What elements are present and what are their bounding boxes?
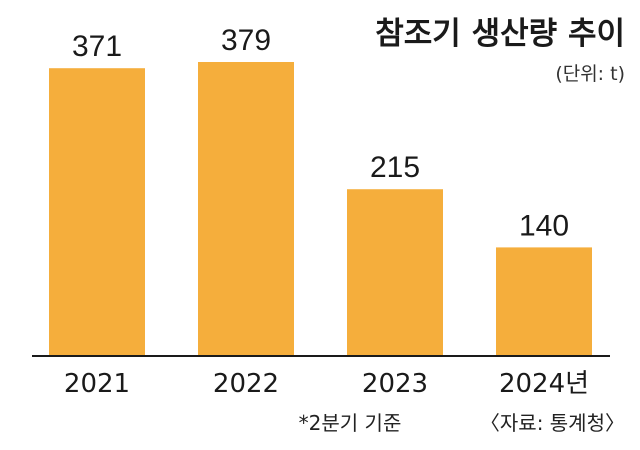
bar-3 [347, 189, 443, 356]
category-label-3: 2023 [362, 369, 428, 399]
bar-2 [198, 62, 294, 356]
value-label-3: 215 [370, 151, 420, 184]
unit-note: (단위: t) [555, 63, 625, 85]
footnote-note: *2분기 기준 [299, 411, 402, 435]
category-label-2: 2022 [213, 369, 279, 399]
value-label-1: 371 [72, 30, 122, 63]
bar-4 [496, 247, 592, 356]
category-label-1: 2021 [64, 369, 130, 399]
footnote-source: 〈자료: 통계청〉 [480, 411, 625, 435]
value-labels-group: 371 379 215 140 [72, 24, 569, 242]
value-label-2: 379 [221, 24, 271, 57]
bar-1 [49, 68, 145, 356]
chart-title: 참조기 생산량 추이 [375, 16, 625, 52]
bars-group [49, 62, 592, 356]
value-label-4: 140 [519, 209, 569, 242]
category-labels-group: 2021 2022 2023 2024년 [64, 369, 589, 399]
category-label-4: 2024년 [499, 369, 589, 399]
